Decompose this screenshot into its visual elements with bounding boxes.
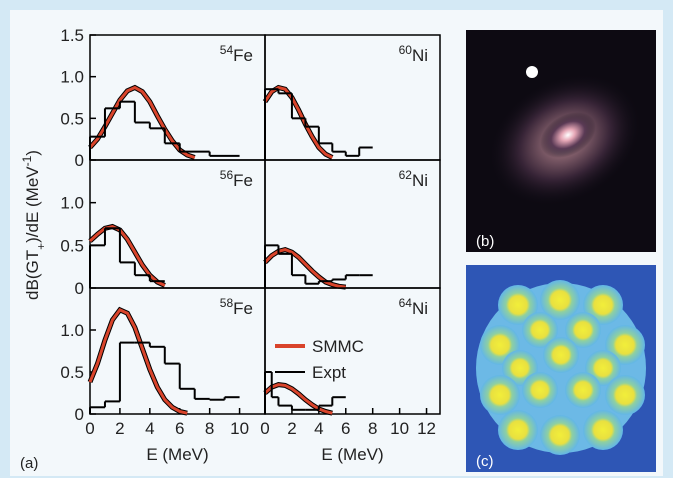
y-label-part: ) [23,150,42,156]
x-tick-label: 4 [314,419,323,438]
figure: (b) (c) (a) dB(GT+)/dE (MeV-1) 0 0.5 1.0 1.… [0,0,673,478]
mass-number: 54 [220,43,234,57]
cluster-image [466,265,656,472]
x-tick-label: 12 [417,419,436,438]
y-tick-label: 1.0 [60,321,84,340]
mass-number: 60 [399,43,413,57]
panel-label: (a) [20,455,38,472]
x-tick-label: 10 [390,419,409,438]
x-tick-label: 8 [205,419,214,438]
y-tick-label: 0.5 [60,363,84,382]
element: Fe [233,46,253,65]
y-tick-label: 0 [75,151,84,170]
x-tick-label: 0 [260,419,269,438]
element: Ni [412,46,428,65]
y-tick-label: 0.5 [60,236,84,255]
y-label-part: )/dE (MeV [23,166,42,243]
x-axis-label: E (MeV) [146,445,208,464]
x-tick-label: 6 [175,419,184,438]
element: Fe [233,171,253,190]
y-tick-label: 1.5 [60,26,84,45]
legend-label: SMMC [312,337,364,356]
x-tick-label: 6 [341,419,350,438]
x-tick-label: 0 [85,419,94,438]
element: Ni [412,299,428,318]
y-tick-label: 0 [75,279,84,298]
mass-number: 58 [220,296,234,310]
x-axis-label: E (MeV) [321,445,383,464]
element: Fe [233,299,253,318]
x-tick-label: 2 [115,419,124,438]
y-label-part: -1 [20,155,34,166]
mass-number: 56 [220,168,234,182]
y-label-part: dB(GT [23,250,42,300]
mass-number: 64 [399,296,413,310]
y-tick-label: 1.0 [60,194,84,213]
x-tick-label: 10 [230,419,249,438]
galaxy-image [466,30,665,252]
y-tick-label: 0.5 [60,109,84,128]
element: Ni [412,171,428,190]
mass-number: 62 [399,168,413,182]
x-tick-label: 2 [287,419,296,438]
panel-label: (c) [476,453,494,470]
y-tick-label: 0 [75,405,84,424]
legend-label: Expt [312,363,346,382]
y-label-part: + [34,243,48,250]
x-tick-label: 8 [368,419,377,438]
y-tick-label: 1.0 [60,68,84,87]
panel-label: (b) [476,233,494,250]
x-tick-label: 4 [145,419,154,438]
